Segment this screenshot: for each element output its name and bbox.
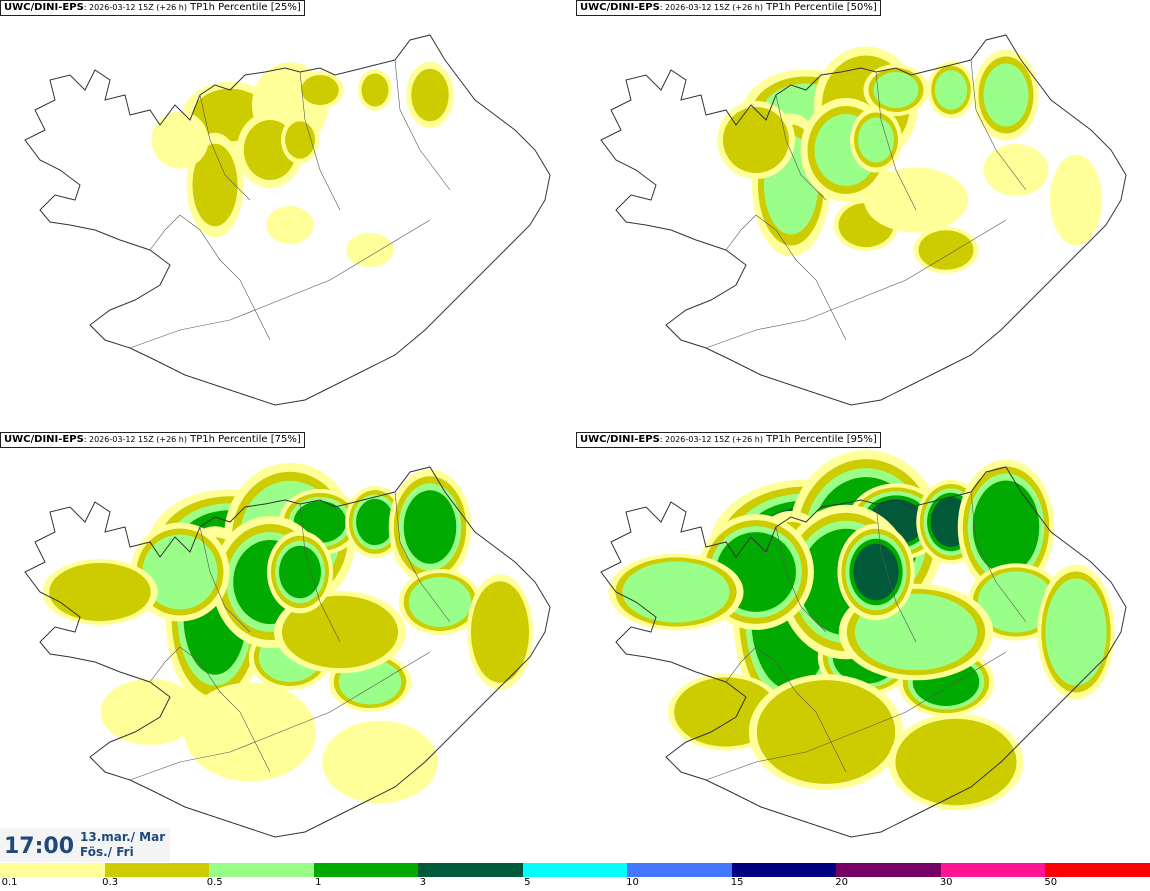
precip-contour [858,117,894,163]
legend-tick-label: 50 [1044,877,1058,888]
region-borders [705,491,1027,781]
precip-contour [279,545,321,599]
legend-tick-label: 15 [730,877,744,888]
legend-ticks: 0.1 0.3 0.5 1 3 5 10 15 20 30 50 [0,877,1150,891]
precip-map-p75 [24,462,551,838]
legend-swatch [731,863,837,877]
iceland-coastline [24,34,551,406]
run-info: : 2026-03-12 15Z (+26 h) [83,3,187,12]
legend-tick-label: 10 [626,877,639,888]
percentile-label: TP1h Percentile [50%] [762,2,877,13]
legend-tick-label: 0.3 [102,877,119,888]
precip-contour [408,577,472,627]
map-panel-p75: UWC/DINI-EPS: 2026-03-12 15Z (+26 h) TP1… [0,432,574,863]
map-panel-p50: UWC/DINI-EPS: 2026-03-12 15Z (+26 h) TP1… [576,0,1150,431]
region-borders [129,491,451,781]
valid-date-line1: 13.mar./ Mar [80,830,166,844]
precip-contour [151,111,209,169]
precip-contour [895,718,1017,806]
legend-tick-label: 1 [315,877,322,888]
run-info: : 2026-03-12 15Z (+26 h) [83,435,187,444]
precip-contour [471,581,529,683]
valid-date: 13.mar./ Mar Fös./ Fri [80,830,165,860]
precip-map-p25 [24,34,551,406]
legend-tick-label: 0.5 [206,877,223,888]
precip-contour [622,561,730,623]
precip-contour [301,75,339,105]
percentile-label: TP1h Percentile [95%] [762,434,877,445]
legend-swatch [1045,863,1150,877]
precip-contour [100,679,200,745]
percentile-label: TP1h Percentile [25%] [186,2,301,13]
legend-swatch [209,863,314,877]
model-name: UWC/DINI-EPS [4,434,84,445]
precip-contour [282,595,398,669]
panel-title-p75: UWC/DINI-EPS: 2026-03-12 15Z (+26 h) TP1… [0,432,305,448]
legend-swatch [0,863,105,877]
legend-tick-label: 3 [419,877,426,888]
iceland-coastline [600,34,1127,406]
legend-tick-label: 0.1 [1,877,18,888]
map-panel-p25: UWC/DINI-EPS: 2026-03-12 15Z (+26 h) TP1… [0,0,574,431]
panel-title-p95: UWC/DINI-EPS: 2026-03-12 15Z (+26 h) TP1… [576,432,881,448]
legend-swatch [522,863,628,877]
precip-contour [918,230,974,270]
percentile-label: TP1h Percentile [75%] [186,434,301,445]
model-name: UWC/DINI-EPS [580,434,660,445]
precip-map-p50 [600,34,1127,406]
model-name: UWC/DINI-EPS [4,2,84,13]
legend-swatch [104,863,210,877]
precip-contour [1050,154,1102,246]
legend-tick-label: 5 [524,877,531,888]
valid-time: 17:00 [4,834,75,859]
legend-swatch [313,863,419,877]
valid-time-box: 17:00 13.mar./ Mar Fös./ Fri [0,828,170,862]
precip-contour [977,571,1055,633]
model-name: UWC/DINI-EPS [580,2,660,13]
precip-contour [322,720,438,804]
precip-contour [972,480,1040,574]
precip-contour [356,498,394,546]
precip-contour [192,143,238,227]
legend-swatch [836,863,941,877]
legend-swatch [940,863,1046,877]
region-borders [129,59,451,349]
valid-date-line2: Fös./ Fri [80,845,134,859]
precip-contour [411,68,449,122]
precip-contour [864,167,968,233]
precip-contour [983,144,1049,196]
precip-map-p95 [600,450,1127,838]
legend-tick-label: 30 [939,877,953,888]
run-info: : 2026-03-12 15Z (+26 h) [659,435,763,444]
precip-contour [346,232,394,268]
legend-tick-label: 20 [835,877,848,888]
precip-contour [873,72,919,108]
precip-contour [142,534,218,610]
color-legend [0,863,1150,877]
precip-contour [285,121,315,159]
map-panel-p95: UWC/DINI-EPS: 2026-03-12 15Z (+26 h) TP1… [576,432,1150,863]
panel-title-p50: UWC/DINI-EPS: 2026-03-12 15Z (+26 h) TP1… [576,0,881,16]
precip-contour [266,206,314,244]
precip-contour [934,70,968,110]
precip-contour [853,543,899,601]
precip-contour [983,63,1029,127]
precip-contour [361,73,389,107]
precip-contour [1045,578,1107,686]
precip-contour [723,107,789,173]
region-borders [705,59,1027,349]
legend-swatch [627,863,732,877]
iceland-coastline [24,466,551,838]
precip-contour [403,490,457,564]
iceland-coastline [600,466,1127,838]
run-info: : 2026-03-12 15Z (+26 h) [659,3,763,12]
precip-contour [49,563,151,621]
panel-title-p25: UWC/DINI-EPS: 2026-03-12 15Z (+26 h) TP1… [0,0,305,16]
legend-swatch [418,863,523,877]
